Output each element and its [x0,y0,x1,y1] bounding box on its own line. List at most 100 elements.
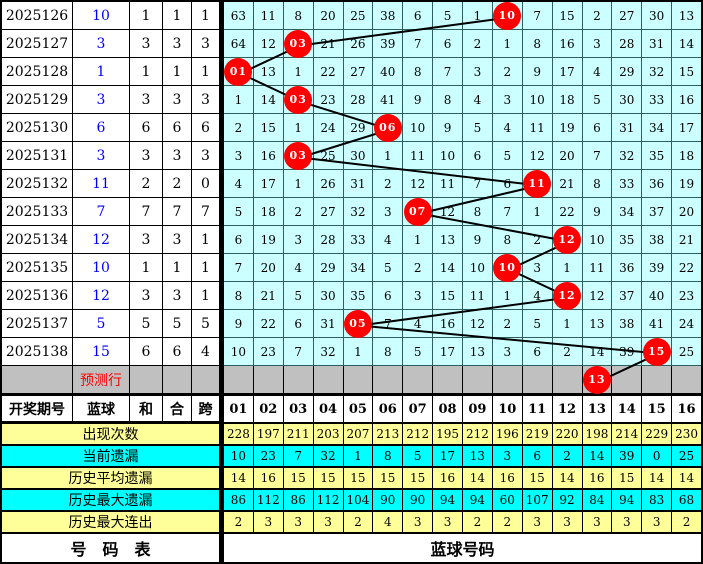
stat-value-cell: 2 [224,512,254,532]
omission-cell: 17 [552,58,583,86]
span-cell: 3 [192,86,220,114]
ball-circle: 06 [373,113,402,142]
omission-cell: 30 [343,142,374,170]
omission-cell: 35 [612,226,643,254]
omission-cell: 3 [522,254,553,282]
omission-cell [463,366,493,394]
omission-cell: 28 [343,86,374,114]
number-table-label: 号 码 表 [2,534,220,562]
stat-value-cell: 23 [253,446,284,466]
draw-rows: 2025126 10 1 1 1 63 11 8 20 25 38 6 5 1 10 7 15 2 27 30 13 20… [2,2,701,394]
sum-cell [130,366,163,394]
stat-value-cell: 207 [343,424,374,444]
omission-cell [552,366,583,394]
stat-label: 历史最大遗漏 [2,490,220,510]
blue-ball-cell: 1 [73,58,130,86]
omission-cell: 8 [224,282,254,310]
omission-cell: 1 [283,114,314,142]
vertical-divider [220,338,224,366]
omission-cell: 4 [463,86,493,114]
ball-circle: 03 [284,141,313,170]
omission-cell: 12 [253,30,284,58]
omission-cell: 2 [492,310,523,338]
blue-ball-cell: 12 [73,282,130,310]
stat-value-cell: 6 [522,446,553,466]
omission-cell: 07 [403,197,434,226]
draw-row: 2025138 15 6 6 4 10 23 7 32 1 8 5 17 13 3 6 2 14 39 15 25 [2,337,701,366]
span-cell: 1 [192,58,220,86]
sum-cell: 3 [130,282,163,310]
ball-number-header: 14 [612,396,643,422]
stat-values: 14 16 15 15 15 15 15 16 14 16 15 14 16 15 14 14 [224,468,701,488]
omission-cell: 1 [343,338,374,366]
vertical-divider [220,226,224,254]
table-header-row: 开奖期号 蓝球和合跨 01 02 03 04 05 06 07 08 09 10 11 12 13 14 15 1… [2,396,701,422]
span-cell: 1 [192,226,220,254]
stat-value-cell: 3 [522,512,553,532]
ball-number-header: 02 [253,396,284,422]
omission-cell: 8 [582,170,613,198]
omission-cell: 12 [552,225,583,254]
draw-row: 2025135 10 1 1 1 7 20 4 29 34 5 2 14 10 10 3 1 11 36 39 22 [2,253,701,282]
omission-cell: 1 [283,170,314,198]
ball-number-headers: 01 02 03 04 05 06 07 08 09 10 11 12 13 14 15 16 [224,396,701,422]
stat-values: 10 23 7 32 1 8 5 17 13 3 6 2 14 39 0 25 [224,446,701,466]
stat-value-cell: 94 [433,490,463,510]
omission-cell: 5 [224,198,254,226]
omission-cell: 9 [433,114,463,142]
stat-value-cell: 8 [373,446,404,466]
omission-cell: 6 [283,310,314,338]
stat-value-cell: 90 [403,490,434,510]
draw-row: 2025130 6 6 6 6 2 15 1 24 29 06 10 9 5 4 11 19 6 31 34 17 [2,113,701,142]
omission-grid: 2 15 1 24 29 06 10 9 5 4 11 19 6 31 34 17 [224,113,701,142]
ball-circle: 03 [284,85,313,114]
omission-cell: 7 [224,254,254,282]
omission-cell: 31 [343,170,374,198]
omission-cell: 29 [343,114,374,142]
omission-cell: 11 [522,114,553,142]
ball-number-header: 08 [433,396,463,422]
stat-value-cell: 15 [283,468,314,488]
omission-cell: 1 [492,282,523,310]
omission-cell: 2 [492,58,523,86]
omission-cell: 15 [433,282,463,310]
omission-cell [373,366,404,394]
combine-cell: 2 [163,170,192,198]
omission-grid: 5 18 2 27 32 3 07 12 8 7 1 22 9 34 37 20 [224,197,701,226]
omission-cell: 35 [642,142,673,170]
vertical-divider [220,198,224,226]
omission-grid: 10 23 7 32 1 8 5 17 13 3 6 2 14 39 15 25 [224,337,701,366]
sum-cell: 6 [130,114,163,142]
stat-value-cell: 15 [403,468,434,488]
stat-value-cell: 228 [224,424,254,444]
span-cell [192,366,220,394]
stat-value-cell: 1 [343,446,374,466]
blue-ball-cell: 7 [73,198,130,226]
omission-cell: 2 [283,198,314,226]
stat-value-cell: 3 [433,512,463,532]
omission-cell: 03 [283,29,314,58]
stat-value-cell: 3 [612,512,643,532]
stat-value-cell: 14 [672,468,701,488]
vertical-divider [220,512,224,532]
omission-cell: 1 [552,310,583,338]
omission-cell: 37 [612,282,643,310]
omission-cell: 21 [253,282,284,310]
omission-cell: 32 [343,198,374,226]
stat-value-cell: 25 [672,446,701,466]
omission-cell: 7 [492,198,523,226]
omission-cell: 17 [672,114,701,142]
stat-value-cell: 14 [642,468,673,488]
omission-cell: 34 [642,114,673,142]
omission-cell: 1 [373,142,404,170]
omission-cell: 9 [403,86,434,114]
combine-cell: 6 [163,114,192,142]
stat-value-cell: 16 [492,468,523,488]
omission-cell: 15 [672,58,701,86]
stat-value-cell: 14 [582,446,613,466]
omission-cell: 2 [463,30,493,58]
sum-cell: 3 [130,226,163,254]
period-cell: 2025130 [2,114,73,142]
